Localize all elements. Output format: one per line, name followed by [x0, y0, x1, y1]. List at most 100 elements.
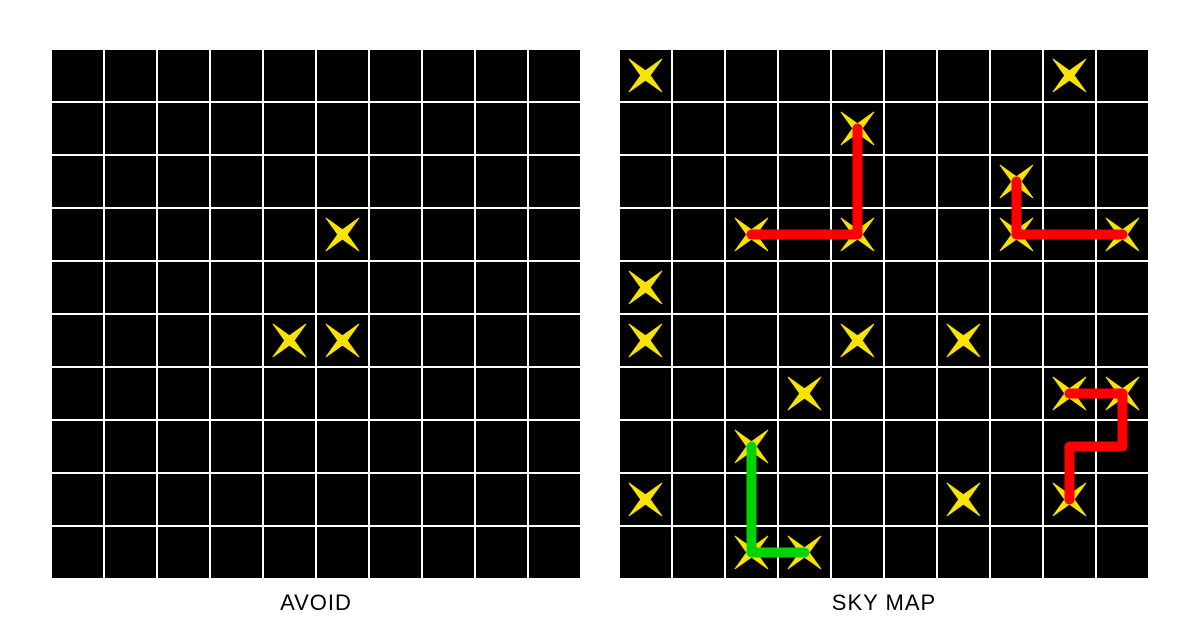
- grid-cell: [211, 527, 262, 578]
- grid-cell: [620, 262, 671, 313]
- grid-cell: [158, 262, 209, 313]
- grid-cell: [476, 421, 527, 472]
- grid-cell: [1097, 474, 1148, 525]
- grid-cell: [1044, 209, 1095, 260]
- grid-cell: [370, 368, 421, 419]
- grid-cell: [832, 262, 883, 313]
- grid-cell: [726, 368, 777, 419]
- grid-cell: [264, 156, 315, 207]
- grid-cell: [832, 421, 883, 472]
- grid-cell: [52, 474, 103, 525]
- grid-cell: [779, 527, 830, 578]
- grid-cell: [105, 421, 156, 472]
- grid-cell: [832, 50, 883, 101]
- grid-cell: [529, 315, 580, 366]
- grid-cell: [1097, 368, 1148, 419]
- grid-cell: [938, 421, 989, 472]
- skymap-panel: SKY MAP: [620, 50, 1148, 616]
- grid-cell: [529, 50, 580, 101]
- grid-cell: [52, 209, 103, 260]
- grid-cell: [423, 50, 474, 101]
- grid-cell: [1097, 262, 1148, 313]
- grid-cell: [832, 368, 883, 419]
- grid-cell: [991, 474, 1042, 525]
- grid-cell: [476, 315, 527, 366]
- grid-cell: [832, 103, 883, 154]
- grid-cell: [476, 209, 527, 260]
- grid-cell: [991, 209, 1042, 260]
- grid-cell: [673, 421, 724, 472]
- grid-cell: [264, 103, 315, 154]
- grid-cell: [529, 262, 580, 313]
- grid-cell: [673, 315, 724, 366]
- grid-cell: [832, 527, 883, 578]
- grid-cell: [211, 315, 262, 366]
- grid-cell: [1097, 156, 1148, 207]
- grid-cell: [673, 368, 724, 419]
- grid-cell: [423, 262, 474, 313]
- grid-cell: [158, 209, 209, 260]
- grid-cell: [158, 474, 209, 525]
- grid-cell: [105, 527, 156, 578]
- grid-cell: [991, 156, 1042, 207]
- grid-cell: [779, 156, 830, 207]
- grid-cell: [1044, 156, 1095, 207]
- grid-cell: [529, 421, 580, 472]
- grid-cell: [423, 103, 474, 154]
- grid-cell: [370, 103, 421, 154]
- grid-cell: [476, 50, 527, 101]
- grid-cell: [370, 527, 421, 578]
- grid-cell: [1097, 421, 1148, 472]
- grid-cell: [1044, 103, 1095, 154]
- grid-cell: [673, 50, 724, 101]
- grid-cell: [264, 262, 315, 313]
- grid-cell: [779, 50, 830, 101]
- grid-cell: [832, 474, 883, 525]
- grid-cell: [779, 474, 830, 525]
- grid-cell: [370, 315, 421, 366]
- grid-cell: [779, 315, 830, 366]
- grid-cell: [423, 315, 474, 366]
- grid-cell: [938, 103, 989, 154]
- grid-cell: [779, 421, 830, 472]
- grid-cell: [317, 421, 368, 472]
- grid-cell: [1097, 527, 1148, 578]
- grid-cell: [264, 315, 315, 366]
- grid-cell: [726, 315, 777, 366]
- grid-cell: [991, 262, 1042, 313]
- grid-cell: [620, 474, 671, 525]
- grid-cell: [529, 209, 580, 260]
- grid-cell: [726, 474, 777, 525]
- grid-cell: [991, 527, 1042, 578]
- grid-cell: [105, 368, 156, 419]
- grid-cell: [1044, 421, 1095, 472]
- grid-cell: [620, 527, 671, 578]
- grid-cell: [211, 262, 262, 313]
- grid-cell: [211, 209, 262, 260]
- grid-cell: [938, 156, 989, 207]
- grid-cell: [158, 315, 209, 366]
- grid-cell: [726, 421, 777, 472]
- grid-cell: [991, 103, 1042, 154]
- grid-cell: [211, 474, 262, 525]
- grid-cell: [423, 421, 474, 472]
- grid-cell: [938, 262, 989, 313]
- grid-cell: [105, 315, 156, 366]
- grid-cell: [885, 315, 936, 366]
- grid-cell: [779, 368, 830, 419]
- grid-cell: [991, 315, 1042, 366]
- grid-cell: [105, 50, 156, 101]
- grid-cell: [52, 368, 103, 419]
- grid-cell: [1097, 209, 1148, 260]
- grid-cell: [158, 156, 209, 207]
- grid-cell: [885, 156, 936, 207]
- grid-cell: [423, 368, 474, 419]
- grid-cell: [317, 527, 368, 578]
- grid-cell: [673, 262, 724, 313]
- grid-cell: [264, 421, 315, 472]
- grid-cell: [1044, 527, 1095, 578]
- grid-cell: [938, 50, 989, 101]
- grid-cell: [885, 50, 936, 101]
- grid-cell: [1044, 315, 1095, 366]
- grid-cell: [673, 156, 724, 207]
